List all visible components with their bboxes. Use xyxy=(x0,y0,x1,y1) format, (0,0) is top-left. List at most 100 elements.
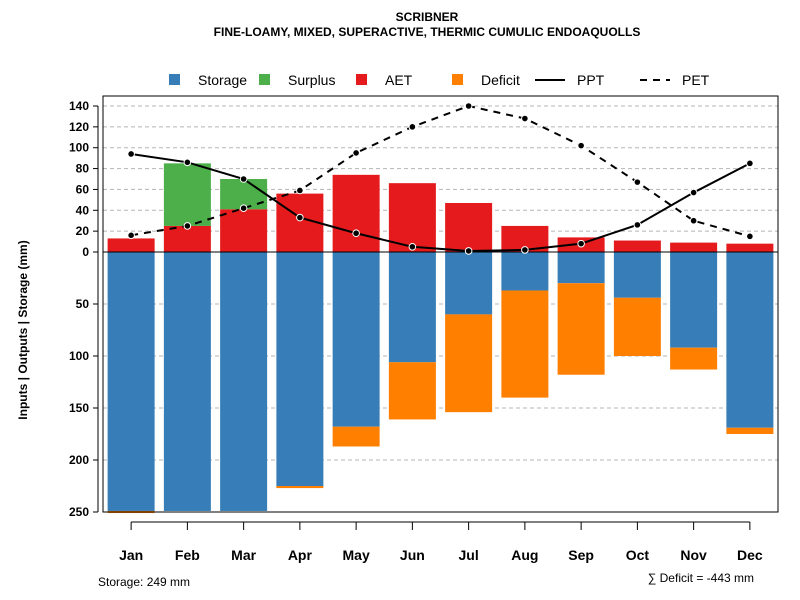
storage-bar xyxy=(557,252,605,284)
storage-bar xyxy=(332,252,380,427)
y-tick-label: 100 xyxy=(69,141,89,155)
plot-frame xyxy=(102,95,779,513)
x-tick-label: Oct xyxy=(626,547,650,563)
ppt-point xyxy=(577,239,585,248)
deficit-note: ∑ Deficit = -443 mm xyxy=(648,571,754,585)
aet-bar xyxy=(445,202,493,252)
chart-subtitle: FINE-LOAMY, MIXED, SUPERACTIVE, THERMIC … xyxy=(214,25,641,39)
legend: Storage Surplus AET Deficit PPT PET xyxy=(169,72,710,88)
x-tick-label: Aug xyxy=(511,547,538,563)
ppt-point xyxy=(296,213,304,222)
y-tick-label: 120 xyxy=(69,120,89,134)
legend-label: Storage xyxy=(198,72,247,88)
deficit-bar xyxy=(276,486,324,489)
surplus-bar xyxy=(163,163,211,226)
legend-item-ppt: PPT xyxy=(535,72,605,88)
y-tick-label: 140 xyxy=(69,99,89,113)
x-tick-label: Feb xyxy=(175,547,200,563)
surplus-swatch xyxy=(259,74,270,85)
ppt-point xyxy=(746,159,754,168)
y-tick-label: 40 xyxy=(76,203,90,217)
pet-point xyxy=(296,186,304,195)
pet-line xyxy=(130,104,751,238)
x-tick-label: Jun xyxy=(400,547,425,563)
ppt-point xyxy=(352,229,360,238)
y-tick-label: 0 xyxy=(82,245,89,259)
aet-bar xyxy=(670,242,718,252)
legend-label: Surplus xyxy=(288,72,335,88)
ppt-line xyxy=(130,152,751,252)
pet-point xyxy=(577,141,585,150)
y-axis: 0 20 40 60 80 100 120 140 50 100 150 200 250 xyxy=(69,99,99,519)
aet-bar xyxy=(332,174,380,252)
pet-point xyxy=(521,114,529,123)
deficit-swatch xyxy=(452,74,463,85)
legend-item-surplus: Surplus xyxy=(259,72,335,88)
deficit-bar xyxy=(332,426,380,447)
y-tick-label: 200 xyxy=(69,453,89,467)
y-tick-label: 80 xyxy=(76,162,90,176)
legend-label: Deficit xyxy=(481,72,520,88)
x-tick-label: Nov xyxy=(680,547,707,563)
storage-swatch xyxy=(169,74,180,85)
x-axis: Jan Feb Mar Apr May Jun Jul Aug Sep Oct Nov Dec xyxy=(119,521,763,563)
deficit-bar xyxy=(388,362,436,420)
pet-point xyxy=(689,216,698,225)
deficit-bar xyxy=(445,314,493,413)
storage-bar xyxy=(501,252,549,291)
ppt-point xyxy=(689,188,698,197)
pet-point xyxy=(408,123,417,131)
legend-label: PET xyxy=(682,72,710,88)
y-tick-label: 50 xyxy=(76,297,90,311)
pet-point xyxy=(746,232,754,241)
legend-item-aet: AET xyxy=(356,72,413,88)
storage-bar xyxy=(726,252,774,428)
legend-label: AET xyxy=(385,72,413,88)
deficit-bar xyxy=(613,297,661,356)
deficit-bar xyxy=(726,427,774,434)
ppt-point xyxy=(521,246,529,254)
pet-point xyxy=(633,178,642,186)
x-tick-label: Apr xyxy=(288,547,313,563)
x-tick-label: May xyxy=(343,547,370,563)
storage-bar xyxy=(388,252,436,363)
aet-bar xyxy=(107,238,155,252)
storage-note: Storage: 249 mm xyxy=(98,575,190,589)
y-tick-label: 100 xyxy=(69,349,89,363)
ppt-point xyxy=(183,158,192,167)
aet-bar xyxy=(163,225,211,252)
pet-point xyxy=(352,149,360,157)
legend-item-pet: PET xyxy=(640,72,710,88)
storage-bar xyxy=(276,252,324,486)
storage-bar xyxy=(445,252,493,315)
x-tick-label: Mar xyxy=(231,547,256,563)
legend-label: PPT xyxy=(577,72,605,88)
legend-item-deficit: Deficit xyxy=(452,72,520,88)
ppt-point xyxy=(408,242,417,251)
x-tick-label: Jan xyxy=(119,547,143,563)
pet-point xyxy=(183,222,192,230)
deficit-bar xyxy=(557,283,605,375)
x-tick-label: Dec xyxy=(737,547,763,563)
aet-swatch xyxy=(356,74,367,85)
deficit-bar xyxy=(501,290,549,398)
deficit-bar xyxy=(670,347,718,370)
y-tick-label: 60 xyxy=(76,182,90,196)
x-tick-label: Jul xyxy=(459,547,479,563)
ppt-point xyxy=(633,221,642,229)
series-lines xyxy=(127,102,754,255)
storage-bar xyxy=(670,252,718,348)
y-axis-label: Inputs | Outputs | Storage (mm) xyxy=(16,240,30,419)
aet-bar xyxy=(726,243,774,252)
storage-bar xyxy=(613,252,661,298)
ppt-point xyxy=(239,175,248,183)
ppt-point xyxy=(464,247,473,255)
x-tick-label: Sep xyxy=(568,547,594,563)
storage-bar xyxy=(107,252,155,511)
ppt-point xyxy=(127,150,135,158)
pet-point xyxy=(464,102,473,110)
storage-bar xyxy=(163,252,211,511)
y-tick-label: 20 xyxy=(76,224,90,238)
legend-item-storage: Storage xyxy=(169,72,247,88)
